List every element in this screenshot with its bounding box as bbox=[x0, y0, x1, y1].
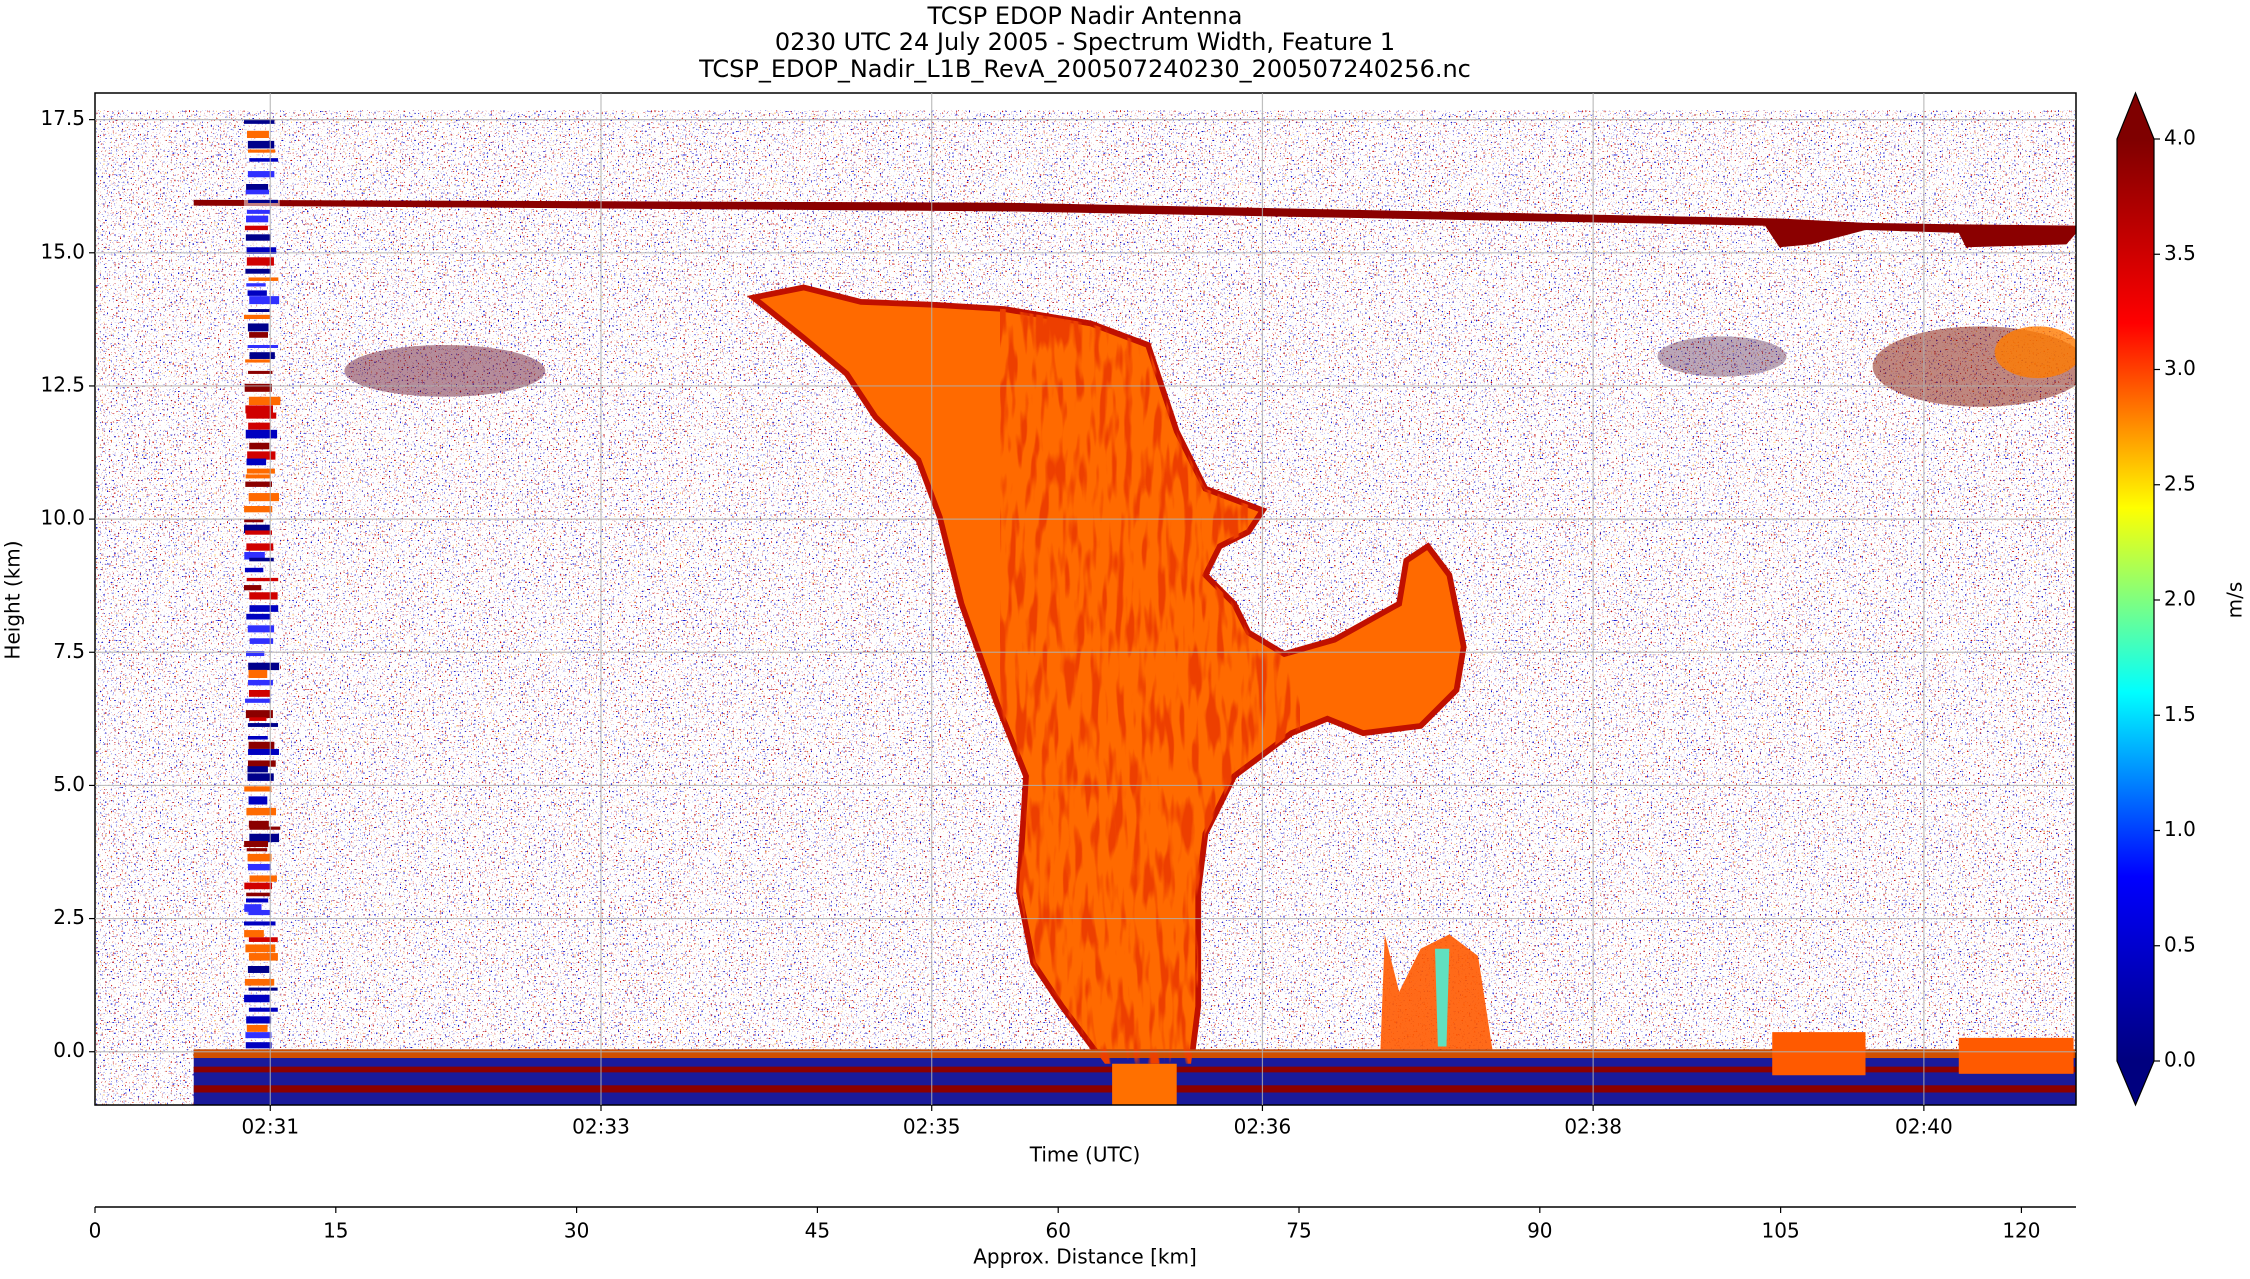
chart-title: TCSP EDOP Nadir Antenna bbox=[927, 2, 1243, 30]
colorbar-tick-label: 1.0 bbox=[2164, 817, 2196, 841]
colorbar-tick-label: 2.0 bbox=[2164, 587, 2196, 611]
colorbar bbox=[2117, 139, 2154, 1061]
x-axis-label: Time (UTC) bbox=[1029, 1143, 1141, 1167]
distance-axis-label: Approx. Distance [km] bbox=[973, 1245, 1197, 1269]
x-tick-label: 02:38 bbox=[1564, 1115, 1622, 1139]
colorbar-extend-top bbox=[2117, 93, 2154, 139]
colorbar-tick-label: 2.5 bbox=[2164, 471, 2196, 495]
colorbar-tick-label: 0.5 bbox=[2164, 932, 2196, 956]
x-tick-label: 02:33 bbox=[572, 1115, 630, 1139]
y-axis-label: Height (km) bbox=[1, 540, 25, 659]
y-tick-label: 5.0 bbox=[53, 772, 85, 796]
x-tick-label: 02:31 bbox=[241, 1115, 299, 1139]
distance-tick-label: 60 bbox=[1045, 1219, 1070, 1243]
chart-filename: TCSP_EDOP_Nadir_L1B_RevA_200507240230_20… bbox=[698, 55, 1471, 83]
y-tick-label: 15.0 bbox=[40, 239, 85, 263]
colorbar-tick-label: 4.0 bbox=[2164, 126, 2196, 150]
colorbar-tick-label: 0.0 bbox=[2164, 1048, 2196, 1072]
x-tick-label: 02:36 bbox=[1234, 1115, 1292, 1139]
distance-tick-label: 120 bbox=[2002, 1219, 2040, 1243]
distance-tick-label: 75 bbox=[1286, 1219, 1311, 1243]
colorbar-tick-label: 3.0 bbox=[2164, 356, 2196, 380]
y-tick-label: 0.0 bbox=[53, 1038, 85, 1062]
colorbar-label: m/s bbox=[2223, 582, 2247, 619]
y-tick-label: 17.5 bbox=[40, 106, 85, 130]
distance-tick-label: 15 bbox=[323, 1219, 348, 1243]
plot-frame bbox=[94, 92, 2077, 1106]
radar-field bbox=[95, 93, 2076, 1105]
distance-tick-label: 105 bbox=[1762, 1219, 1800, 1243]
distance-tick-label: 90 bbox=[1527, 1219, 1552, 1243]
chart-subtitle: 0230 UTC 24 July 2005 - Spectrum Width, … bbox=[775, 28, 1395, 56]
distance-tick-label: 30 bbox=[564, 1219, 589, 1243]
distance-tick-label: 45 bbox=[805, 1219, 830, 1243]
colorbar-tick-label: 1.5 bbox=[2164, 702, 2196, 726]
distance-tick-label: 0 bbox=[89, 1219, 102, 1243]
x-tick-label: 02:35 bbox=[903, 1115, 961, 1139]
y-tick-label: 12.5 bbox=[40, 372, 85, 396]
y-tick-label: 7.5 bbox=[53, 639, 85, 663]
x-tick-label: 02:40 bbox=[1895, 1115, 1953, 1139]
colorbar-extend-bottom bbox=[2117, 1061, 2154, 1105]
y-tick-label: 2.5 bbox=[53, 905, 85, 929]
colorbar-tick-label: 3.5 bbox=[2164, 241, 2196, 265]
y-tick-label: 10.0 bbox=[40, 506, 85, 530]
